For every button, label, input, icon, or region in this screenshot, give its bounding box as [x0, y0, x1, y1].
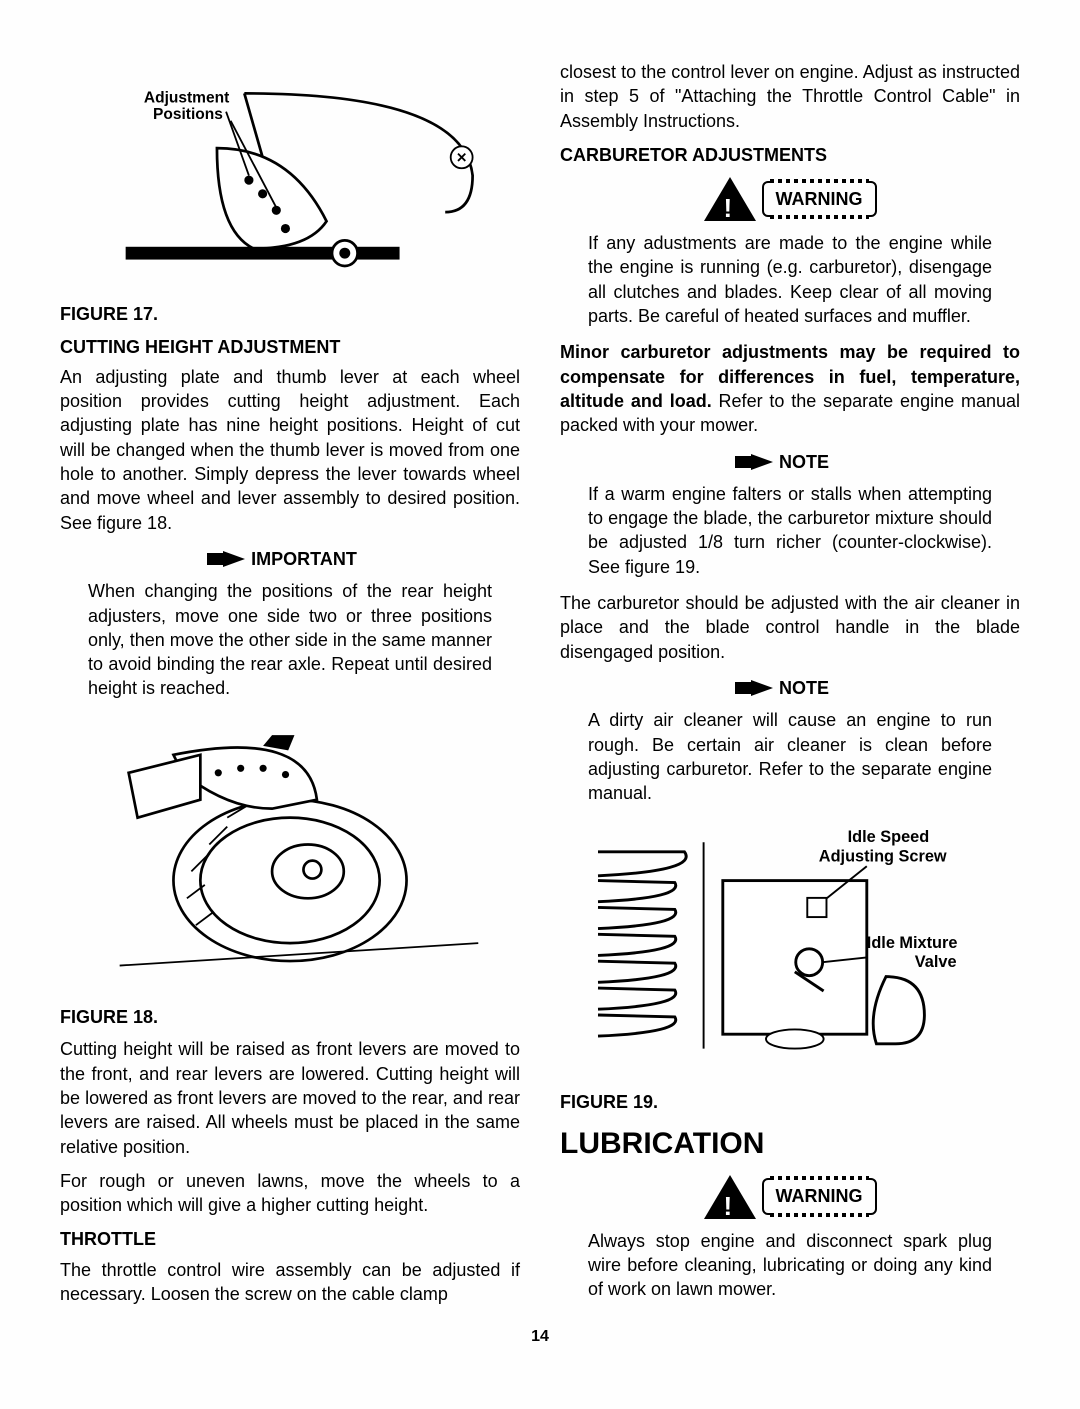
adjustment-positions-label: Adjustment [144, 90, 229, 107]
warning-triangle-icon [704, 177, 756, 221]
important-text: When changing the positions of the rear … [88, 579, 492, 700]
figure-18-caption: FIGURE 18. [60, 1005, 520, 1029]
figure-19-diagram: Idle Speed Adjusting Screw Idle Mixture … [560, 823, 1020, 1063]
svg-text:Adjusting Screw: Adjusting Screw [819, 848, 947, 866]
note-1-text: If a warm engine falters or stalls when … [588, 482, 992, 579]
warning-1-text: If any adustments are made to the engine… [588, 231, 992, 328]
svg-text:Idle Mixture: Idle Mixture [867, 934, 958, 952]
arrow-icon [223, 551, 245, 567]
svg-text:Idle Speed: Idle Speed [848, 829, 930, 847]
svg-text:Positions: Positions [153, 106, 223, 123]
figure-17-caption: FIGURE 17. [60, 302, 520, 326]
note-2-text: A dirty air cleaner will cause an engine… [588, 708, 992, 805]
throttle-paragraph: The throttle control wire assembly can b… [60, 1258, 520, 1307]
svg-text:Valve: Valve [915, 953, 957, 971]
warning-2-text: Always stop engine and disconnect spark … [588, 1229, 992, 1302]
arrow-icon [751, 680, 773, 696]
fig18-paragraph-2: For rough or uneven lawns, move the whee… [60, 1169, 520, 1218]
figure-18-diagram [60, 719, 520, 979]
carb-adjust-paragraph: Minor carburetor adjustments may be requ… [560, 340, 1020, 437]
right-column: closest to the control lever on engine. … [560, 60, 1020, 1306]
lubrication-heading: LUBRICATION [560, 1124, 1020, 1165]
air-cleaner-paragraph: The carburetor should be adjusted with t… [560, 591, 1020, 664]
cutting-height-heading: CUTTING HEIGHT ADJUSTMENT [60, 335, 520, 359]
page-number: 14 [60, 1326, 1020, 1348]
figure-17-diagram: Adjustment Positions [60, 66, 520, 276]
warning-box-2: WARNING [560, 1175, 1020, 1219]
throttle-continued: closest to the control lever on engine. … [560, 60, 1020, 133]
important-label: IMPORTANT [251, 547, 357, 571]
fig18-paragraph-1: Cutting height will be raised as front l… [60, 1037, 520, 1158]
carburetor-heading: CARBURETOR ADJUSTMENTS [560, 143, 1020, 167]
throttle-heading: THROTTLE [60, 1227, 520, 1251]
warning-label: WARNING [762, 1178, 877, 1214]
note-label: NOTE [779, 450, 829, 474]
note-callout-1: NOTE [560, 450, 1020, 474]
cutting-height-paragraph: An adjusting plate and thumb lever at ea… [60, 365, 520, 535]
left-column: Adjustment Positions FIGURE 17. CUTTING … [60, 60, 520, 1306]
warning-triangle-icon [704, 1175, 756, 1219]
figure-19-caption: FIGURE 19. [560, 1090, 1020, 1114]
important-callout: IMPORTANT [60, 547, 520, 571]
page-content: Adjustment Positions FIGURE 17. CUTTING … [60, 60, 1020, 1306]
note-label: NOTE [779, 676, 829, 700]
arrow-icon [751, 454, 773, 470]
note-callout-2: NOTE [560, 676, 1020, 700]
warning-label: WARNING [762, 181, 877, 217]
warning-box-1: WARNING [560, 177, 1020, 221]
